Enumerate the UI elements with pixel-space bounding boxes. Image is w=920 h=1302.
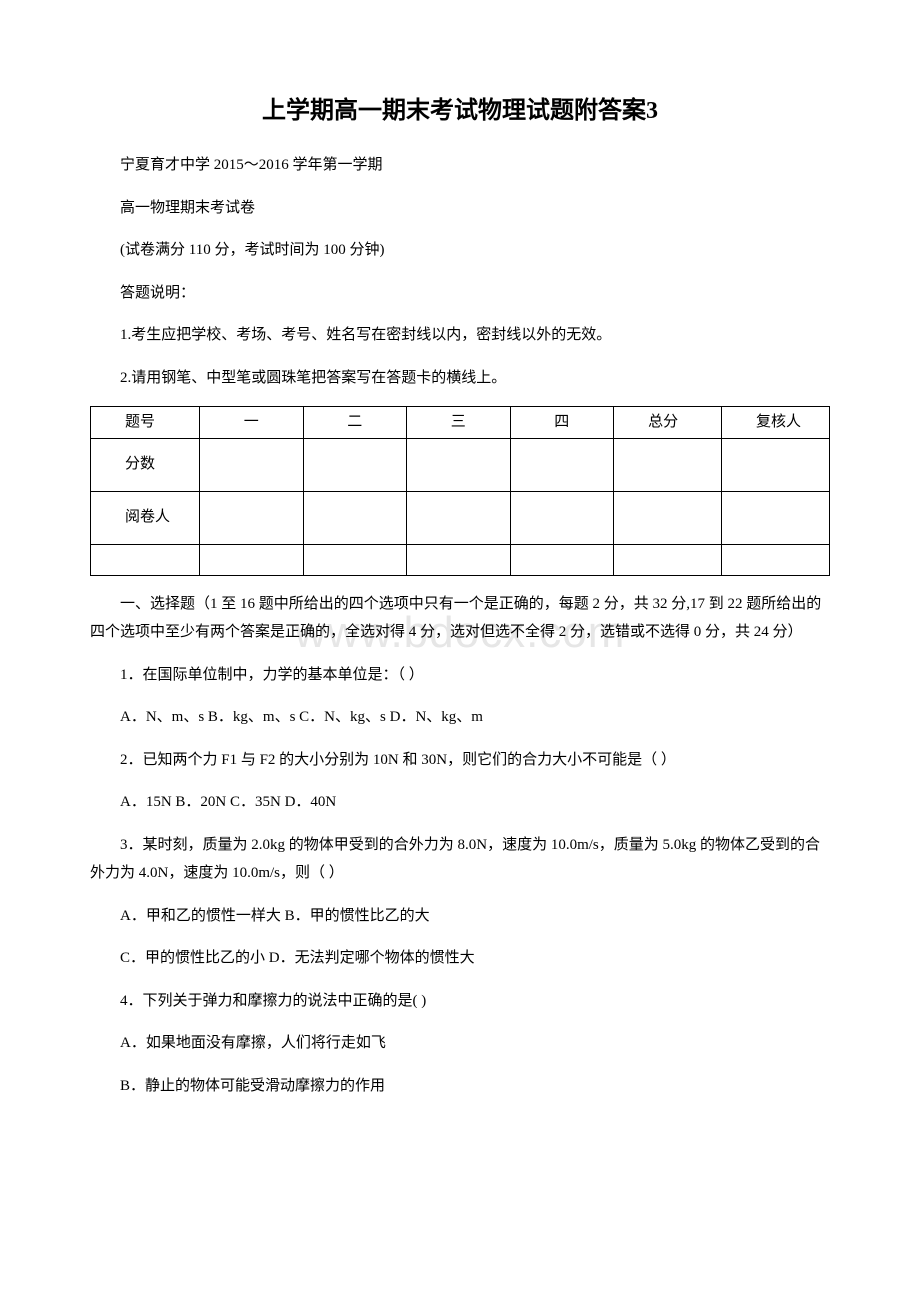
instruction-2: 2.请用钢笔、中型笔或圆珠笔把答案写在答题卡的横线上。 (90, 364, 830, 393)
cell (303, 491, 407, 544)
total-score: 总分 (614, 407, 722, 439)
document-content: 上学期高一期末考试物理试题附答案3 宁夏育才中学 2015～2016 学年第一学… (90, 90, 830, 1100)
table-row: 分数 (91, 438, 830, 491)
table-row (91, 544, 830, 575)
document-title: 上学期高一期末考试物理试题附答案3 (90, 90, 830, 125)
q3-question: 3．某时刻，质量为 2.0kg 的物体甲受到的合外力为 8.0N，速度为 10.… (90, 831, 830, 888)
q3-option-ab: A．甲和乙的惯性一样大 B．甲的惯性比乙的大 (90, 902, 830, 931)
section-3: 三 (407, 407, 511, 439)
q4-option-b: B．静止的物体可能受滑动摩擦力的作用 (90, 1072, 830, 1101)
school-year: 宁夏育才中学 2015～2016 学年第一学期 (90, 151, 830, 180)
section1-heading: 一、选择题（1 至 16 题中所给出的四个选项中只有一个是正确的，每题 2 分，… (90, 590, 830, 647)
section-1: 一 (200, 407, 304, 439)
q4-question: 4．下列关于弹力和摩擦力的说法中正确的是( ) (90, 987, 830, 1016)
cell (614, 491, 722, 544)
q2-question: 2．已知两个力 F1 与 F2 的大小分别为 10N 和 30N，则它们的合力大… (90, 746, 830, 775)
cell (614, 544, 722, 575)
exam-name: 高一物理期末考试卷 (90, 194, 830, 223)
exam-info: (试卷满分 110 分，考试时间为 100 分钟) (90, 236, 830, 265)
q4-option-a: A．如果地面没有摩擦，人们将行走如飞 (90, 1029, 830, 1058)
instruction-1: 1.考生应把学校、考场、考号、姓名写在密封线以内，密封线以外的无效。 (90, 321, 830, 350)
cell (614, 438, 722, 491)
section-4: 四 (510, 407, 614, 439)
cell (407, 438, 511, 491)
section-2: 二 (303, 407, 407, 439)
q1-question: 1．在国际单位制中，力学的基本单位是：（ ） (90, 661, 830, 690)
cell (722, 438, 830, 491)
cell (303, 438, 407, 491)
cell (407, 544, 511, 575)
cell (510, 491, 614, 544)
cell (407, 491, 511, 544)
cell (510, 544, 614, 575)
cell (303, 544, 407, 575)
q1-options: A．N、m、s B．kg、m、s C．N、kg、s D．N、kg、m (90, 703, 830, 732)
table-row: 题号 一 二 三 四 总分 复核人 (91, 407, 830, 439)
header-question-number: 题号 (91, 407, 200, 439)
header-score: 分数 (91, 438, 200, 491)
reviewer: 复核人 (722, 407, 830, 439)
score-table: 题号 一 二 三 四 总分 复核人 分数 阅卷人 (90, 406, 830, 576)
cell (200, 438, 304, 491)
instructions-title: 答题说明： (90, 279, 830, 308)
cell (722, 544, 830, 575)
cell (722, 491, 830, 544)
q2-options: A．15N B．20N C．35N D．40N (90, 788, 830, 817)
cell (200, 491, 304, 544)
cell (91, 544, 200, 575)
header-grader: 阅卷人 (91, 491, 200, 544)
cell (200, 544, 304, 575)
table-row: 阅卷人 (91, 491, 830, 544)
q3-option-cd: C．甲的惯性比乙的小 D．无法判定哪个物体的惯性大 (90, 944, 830, 973)
cell (510, 438, 614, 491)
